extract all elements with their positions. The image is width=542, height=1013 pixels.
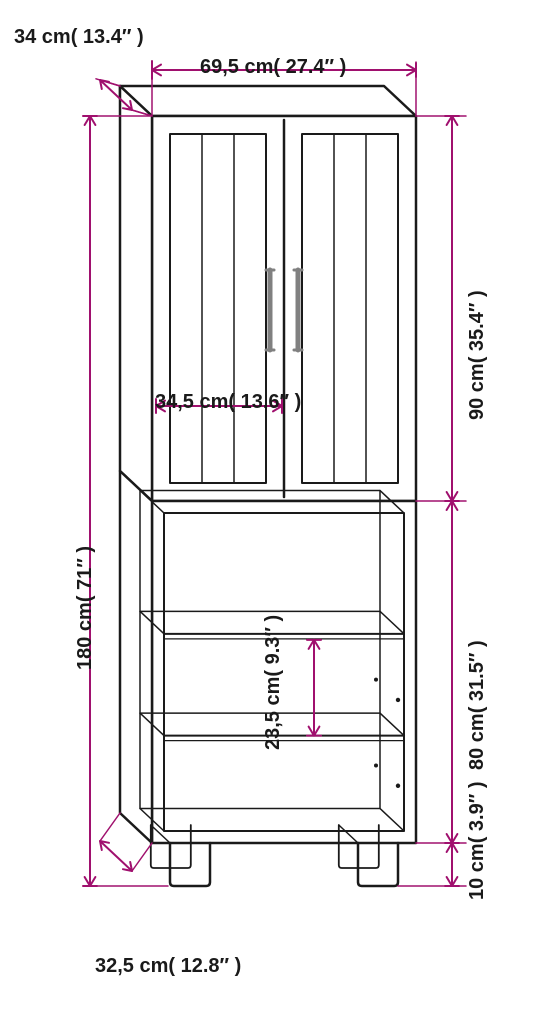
diagram-canvas: 34 cm( 13.4″ ) 69,5 cm( 27.4″ ) 180 cm( 71… [0,0,542,1013]
dim-label-leg_height: 10 cm( 3.9″ ) [466,781,489,900]
dim-label-total_height: 180 cm( 71″ ) [74,546,97,670]
dim-label-door_width: 34,5 cm( 13.6″ ) [155,391,301,414]
dim-label-lower_height: 80 cm( 31.5″ ) [466,640,489,770]
dim-label-depth: 34 cm( 13.4″ ) [14,26,144,49]
dim-label-upper_height: 90 cm( 35.4″ ) [466,290,489,420]
dim-label-inner_depth: 32,5 cm( 12.8″ ) [95,955,241,978]
dim-label-shelf_height: 23,5 cm( 9.3″ ) [262,615,285,750]
dim-label-width: 69,5 cm( 27.4″ ) [200,56,346,79]
drawing-svg [0,0,542,1013]
